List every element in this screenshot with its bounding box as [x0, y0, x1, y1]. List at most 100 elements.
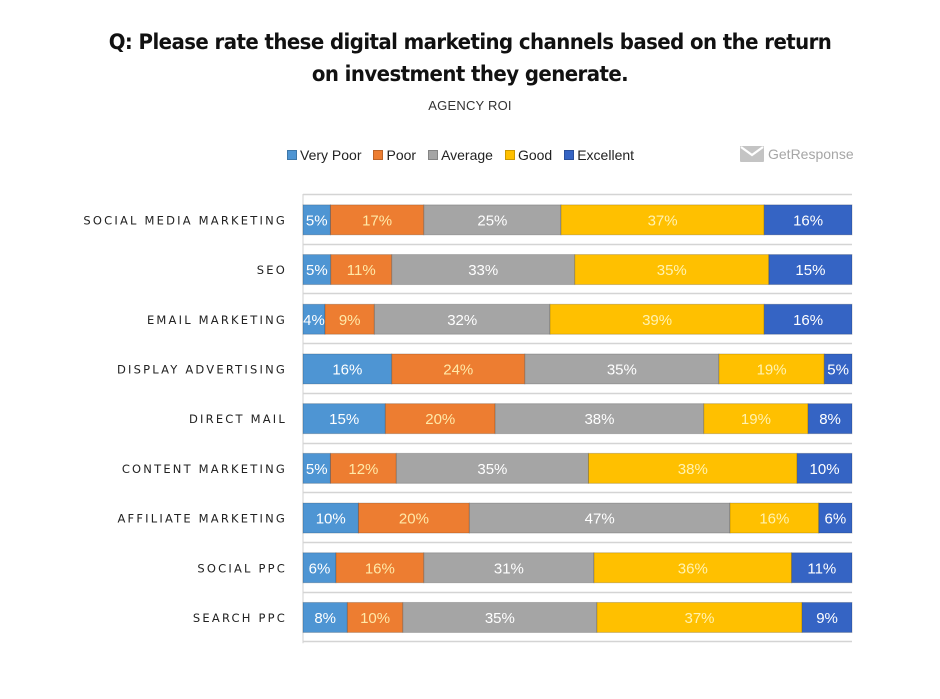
bar-segment-good	[596, 601, 803, 633]
data-label: 37%	[684, 610, 714, 627]
bar-segment-poor	[346, 601, 404, 633]
bar-segment-excellent	[823, 353, 853, 385]
data-label: 4%	[303, 312, 325, 329]
bar-segment-good	[729, 502, 820, 534]
category-label: SOCIAL MEDIA MARKETING	[83, 213, 287, 227]
data-label: 10%	[316, 511, 346, 528]
data-label: 25%	[477, 212, 507, 229]
bar-segment-poor	[384, 403, 496, 435]
data-label: 35%	[657, 262, 687, 279]
category-label: SEO	[257, 263, 287, 277]
legend-item-excellent: Excellent	[564, 147, 634, 163]
data-label: 31%	[494, 560, 524, 577]
data-label: 20%	[399, 511, 429, 528]
bar-segment-excellent	[768, 254, 853, 286]
data-label: 8%	[314, 610, 336, 627]
data-label: 17%	[362, 212, 392, 229]
bar-segment-excellent	[807, 403, 853, 435]
bar-segment-average	[468, 502, 731, 534]
legend-swatch	[564, 150, 575, 160]
chart-subtitle: AGENCY ROI	[428, 98, 512, 113]
bar-segment-excellent	[791, 552, 853, 584]
data-label: 5%	[306, 212, 328, 229]
bar-segment-excellent	[818, 502, 853, 534]
bar-segment-very-poor	[302, 601, 348, 633]
category-label: SOCIAL PPC	[197, 561, 287, 575]
legend-label: Good	[517, 147, 553, 163]
data-label: 12%	[348, 461, 378, 478]
category-label: DISPLAY ADVERTISING	[117, 362, 287, 376]
bar-segment-very-poor	[302, 502, 359, 534]
bar-row: EMAIL MARKETING 4% 9% 32% 39% 16%	[147, 303, 853, 335]
bar-segment-average	[391, 254, 576, 286]
data-label: 24%	[443, 361, 473, 378]
chart-title-line-1: Q: Please rate these digital marketing c…	[108, 30, 832, 54]
data-label: 39%	[642, 312, 672, 329]
data-label: 10%	[810, 461, 840, 478]
legend-swatch	[287, 150, 297, 160]
bar-segment-very-poor	[302, 403, 386, 435]
bar-segment-good	[593, 552, 793, 584]
brand-name: GetResponse	[768, 146, 854, 162]
data-label: 6%	[825, 511, 847, 528]
category-label: SEARCH PPC	[193, 611, 287, 625]
category-label: AFFILIATE MARKETING	[117, 512, 287, 526]
bar-row: CONTENT MARKETING 5% 12% 35% 38% 10%	[122, 452, 853, 484]
data-label: 16%	[793, 312, 823, 329]
bar-segment-average	[494, 403, 705, 435]
category-label: EMAIL MARKETING	[147, 313, 287, 327]
data-label: 38%	[584, 411, 614, 428]
data-label: 35%	[485, 610, 515, 627]
bar-segment-poor	[357, 502, 470, 534]
data-label: 20%	[425, 411, 455, 428]
envelope-icon	[740, 146, 764, 162]
bar-row: AFFILIATE MARKETING 10% 20% 47% 16% 6%	[117, 502, 853, 534]
data-label: 32%	[447, 312, 477, 329]
chart-title: Q: Please rate these digital marketing c…	[28, 26, 912, 90]
bar-segment-average	[423, 204, 562, 236]
data-label: 38%	[678, 461, 708, 478]
bar-segment-average	[373, 303, 551, 335]
legend-item-good: Good	[504, 147, 553, 163]
chart-legend: Very Poor Poor Average Good Excellent	[287, 146, 646, 164]
data-label: 9%	[339, 312, 361, 329]
bar-segment-poor	[335, 552, 425, 584]
bar-segment-good	[718, 353, 825, 385]
legend-label: Average	[441, 147, 493, 163]
bar-segment-excellent	[796, 452, 853, 484]
data-label: 10%	[360, 610, 390, 627]
data-label: 15%	[795, 262, 825, 279]
bar-segment-poor	[330, 254, 393, 286]
data-label: 36%	[678, 560, 708, 577]
legend-item-very-poor: Very Poor	[287, 147, 361, 163]
bar-row: SEARCH PPC 8% 10% 35% 37% 9%	[193, 601, 853, 633]
data-label: 5%	[306, 262, 328, 279]
data-label: 16%	[365, 560, 395, 577]
bar-row: SOCIAL PPC 6% 16% 31% 36% 11%	[197, 552, 853, 584]
bar-segment-excellent	[763, 303, 853, 335]
category-label: CONTENT MARKETING	[122, 462, 287, 476]
data-label: 19%	[741, 411, 771, 428]
data-label: 37%	[648, 212, 678, 229]
brand-logo: GetResponse	[740, 146, 854, 162]
data-label: 16%	[332, 361, 362, 378]
bar-row: SOCIAL MEDIA MARKETING 5% 17% 25% 37% 16%	[83, 204, 853, 236]
data-label: 11%	[347, 262, 376, 279]
category-label: DIRECT MAIL	[189, 412, 287, 426]
data-label: 15%	[329, 411, 359, 428]
bar-segment-very-poor	[302, 552, 337, 584]
bar-segment-excellent	[763, 204, 853, 236]
data-label: 35%	[477, 461, 507, 478]
bar-row: DIRECT MAIL 15% 20% 38% 19% 8%	[189, 403, 853, 435]
data-label: 33%	[468, 262, 498, 279]
bar-segment-poor	[391, 353, 526, 385]
data-label: 5%	[306, 461, 328, 478]
legend-swatch	[373, 150, 384, 160]
bar-segment-very-poor	[302, 204, 331, 236]
bar-segment-average	[395, 452, 589, 484]
data-label: 19%	[757, 361, 787, 378]
legend-item-average: Average	[428, 147, 493, 163]
bar-segment-average	[524, 353, 720, 385]
legend-item-poor: Poor	[373, 147, 416, 163]
data-label: 11%	[807, 560, 836, 577]
